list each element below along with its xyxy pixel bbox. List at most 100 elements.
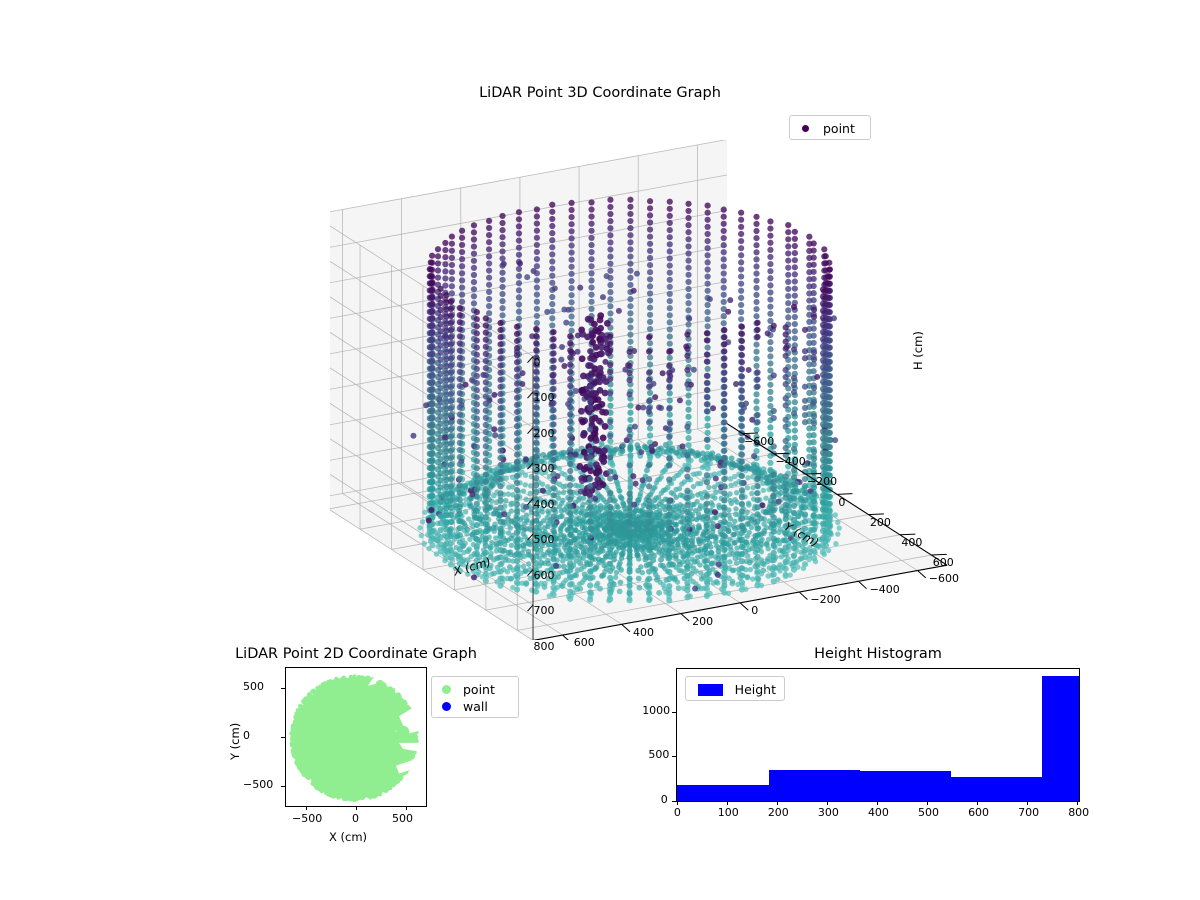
scatter-point [442,261,449,268]
scatter-point [819,449,827,456]
scatter-point [456,525,463,532]
scatter-point [577,284,584,291]
scatter-point [473,500,480,507]
scatter-point [643,467,650,474]
scatter-point [513,508,521,515]
scatter-point [627,416,634,423]
scatter-point [646,432,654,439]
scatter-point [456,411,463,418]
scatter-point [499,312,506,319]
scatter-point [782,473,789,480]
scatter-point [801,511,809,518]
scatter-point [533,368,540,375]
scatter-point [791,328,798,335]
scatter-point [767,339,774,346]
scatter-point [738,230,745,238]
scatter-point [810,403,817,410]
scatter-point [429,314,436,322]
scatter-point [712,495,718,501]
scatter-point [567,531,574,539]
scatter-point [443,348,450,356]
scatter-point [753,355,760,362]
scatter-point [545,542,552,548]
scatter-point [738,366,746,373]
scatter-point [437,299,444,307]
scatter-point [721,575,728,582]
scatter-point [626,526,633,533]
scatter-point [482,528,489,535]
scatter-point [443,448,450,455]
scatter-point [549,237,556,244]
scatter-point [473,365,480,372]
scatter-point [545,560,552,567]
scatter-point [777,490,784,496]
scatter-point [767,253,774,261]
scatter-point [503,475,509,481]
scatter-point [573,572,580,579]
scatter-point [509,484,516,490]
scatter-point [684,345,691,352]
axis-gridline [330,296,534,428]
scatter-point [627,217,634,225]
scatter-point [443,355,450,363]
scatter-point [533,545,540,553]
scatter-point [674,537,681,543]
scatter-point [527,490,533,496]
scatter-point [653,479,660,486]
scatter-point [782,352,789,359]
scatter-point [738,572,746,579]
scatter-point [497,369,504,376]
scatter-point [801,355,809,362]
scatter-point [703,401,711,408]
scatter-point [482,343,489,350]
scatter-point [767,275,774,282]
scatter-point [527,483,534,489]
scatter-point [626,519,633,526]
scatter-point [738,259,745,266]
scatter-point [448,254,456,261]
scatter-point [458,270,466,277]
scatter-point [685,392,692,399]
scatter-point [447,469,454,476]
scatter-point [749,490,755,497]
scatter-point [801,482,809,490]
scatter-point [790,389,798,396]
scatter-point [588,241,595,249]
scatter-point [721,348,728,355]
scatter-point [738,529,746,536]
scatter-point [666,526,673,533]
scatter-point [656,589,662,596]
scatter-point [447,454,454,462]
scatter-point [721,568,728,575]
scatter-point [819,435,827,442]
scatter-point [429,350,436,357]
scatter-point [568,320,575,327]
scatter-point [706,296,713,303]
scatter-point [658,490,665,496]
scatter-point [646,254,654,262]
scatter-point [753,448,760,455]
scatter-point [549,272,556,279]
scatter-point [555,490,562,496]
scatter-point [533,234,541,241]
scatter-point [791,427,798,434]
scatter-point [679,443,686,450]
scatter-point [567,574,574,581]
scatter-point [627,260,634,267]
scatter-point [698,553,704,560]
scatter-point [679,481,685,487]
scatter-point [443,512,450,519]
scatter-point [447,369,454,376]
scatter-point [428,272,435,279]
scatter-point [607,253,614,260]
scatter-point [627,409,634,416]
scatter-point [684,583,691,590]
scatter-point [473,451,480,458]
scatter-point [458,256,466,263]
scatter-point [515,237,523,244]
scatter-point [729,567,736,574]
scatter-point [726,507,732,513]
scatter-point [738,345,746,352]
scatter-point [437,342,444,349]
scatter-point [422,509,428,515]
